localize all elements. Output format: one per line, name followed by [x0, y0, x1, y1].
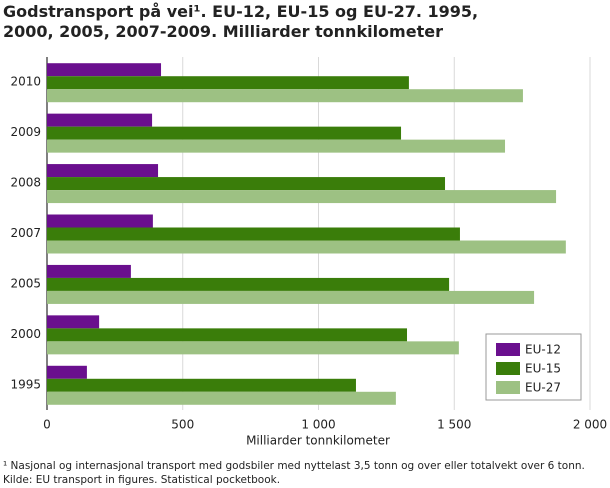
y-tick-label: 2007: [10, 226, 41, 240]
legend-label: EU-12: [525, 343, 561, 357]
bar: [47, 240, 566, 254]
x-axis-label: Milliarder tonnkilometer: [246, 434, 390, 448]
bar: [47, 315, 100, 329]
bar: [47, 341, 459, 355]
x-tick-label: 0: [43, 418, 51, 432]
y-tick-label: 2008: [10, 176, 41, 190]
footnote: Kilde: EU transport in figures. Statisti…: [3, 474, 280, 486]
x-tick-label: 1 000: [301, 418, 335, 432]
legend-swatch: [496, 343, 520, 356]
bar: [47, 113, 153, 127]
x-tick-label: 1 500: [437, 418, 471, 432]
x-tick-label: 500: [171, 418, 194, 432]
bar: [47, 177, 446, 191]
legend-swatch: [496, 362, 520, 375]
bar: [47, 391, 396, 405]
bar: [47, 264, 131, 278]
bar: [47, 63, 162, 77]
chart-title: Godstransport på vei¹. EU-12, EU-15 og E…: [3, 2, 479, 41]
y-tick-label: 2000: [10, 327, 41, 341]
legend-swatch: [496, 381, 520, 394]
bar: [47, 290, 535, 304]
bar: [47, 378, 356, 392]
bar: [47, 126, 402, 140]
bar: [47, 89, 523, 103]
bar: [47, 139, 506, 153]
y-tick-label: 2005: [10, 276, 41, 290]
y-tick-label: 2009: [10, 125, 41, 139]
bar: [47, 277, 450, 291]
bar: [47, 164, 159, 178]
y-tick-label: 1995: [10, 377, 41, 391]
bar: [47, 365, 87, 379]
bar: [47, 227, 460, 241]
footnote: ¹ Nasjonal og internasjonal transport me…: [3, 460, 585, 472]
bar: [47, 214, 153, 228]
x-tick-label: 2 000: [573, 418, 607, 432]
bar: [47, 76, 409, 90]
bar: [47, 328, 408, 342]
legend-label: EU-15: [525, 362, 561, 376]
y-tick-label: 2010: [10, 75, 41, 89]
bar: [47, 190, 557, 204]
legend-label: EU-27: [525, 381, 561, 395]
